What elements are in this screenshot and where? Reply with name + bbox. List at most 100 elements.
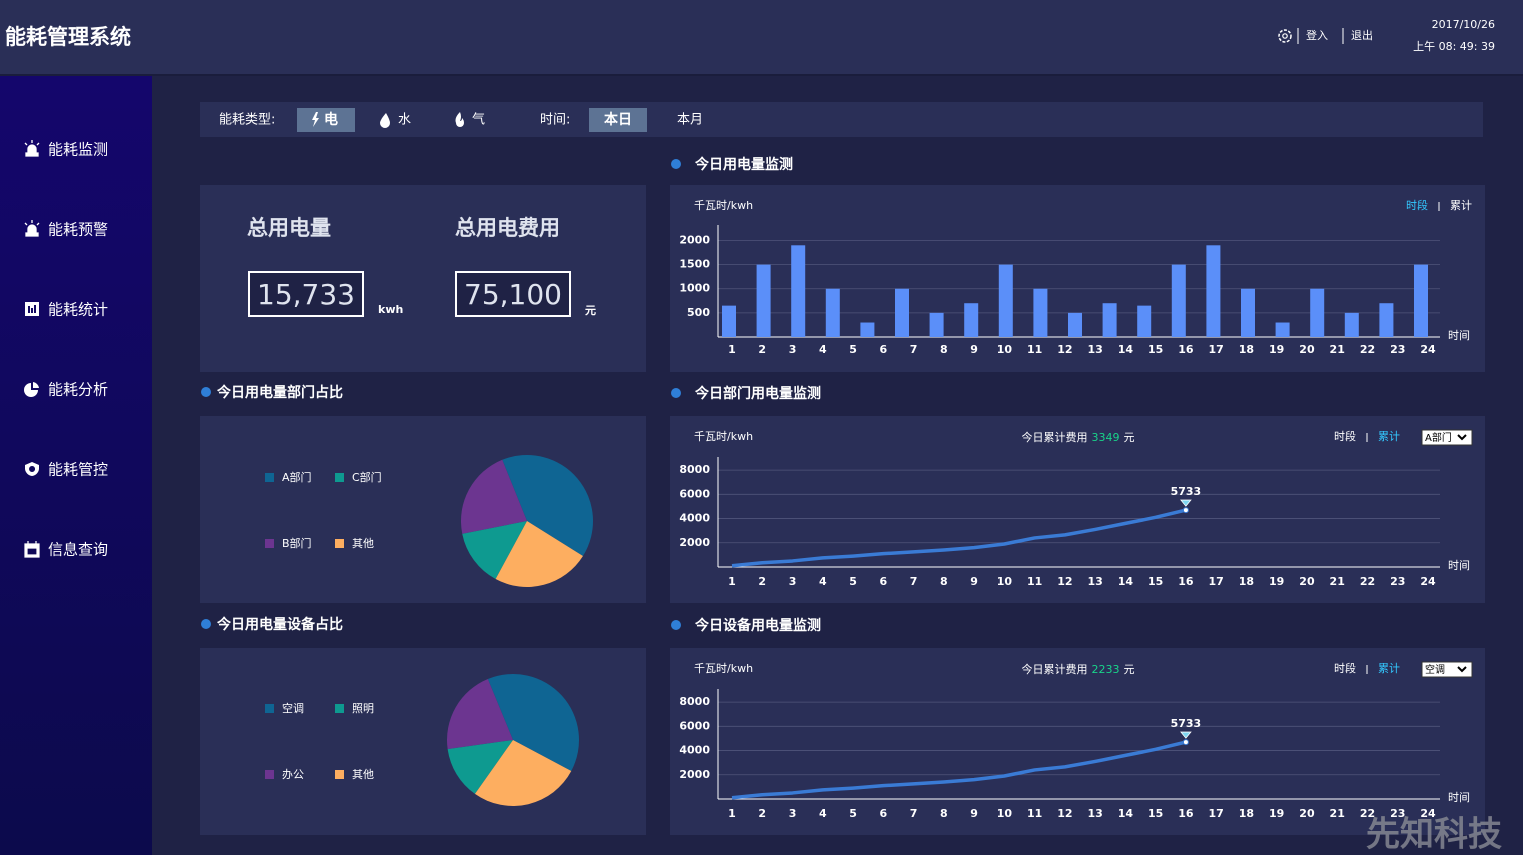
x-tick-label: 12 [1057,343,1072,356]
pie-slice [461,459,527,534]
legend-swatch [335,704,344,713]
nav-item[interactable]: 能耗分析 [48,381,108,399]
toggle[interactable]: 累计 [1378,430,1400,443]
x-tick-label: 21 [1330,807,1345,820]
value-box [248,271,364,317]
legend-label: C部门 [352,470,382,484]
bar [1068,312,1082,337]
select-box[interactable] [1421,661,1473,678]
nav-item[interactable]: 信息查询 [48,541,108,559]
filter-label: 时间: [540,113,570,128]
nav-item[interactable]: 能耗统计 [48,301,108,319]
y-tick-label: 4000 [679,512,710,525]
toggle[interactable]: 时段 [1334,429,1356,443]
bar [1379,303,1394,337]
section-dot [671,388,681,398]
legend-label: A部门 [282,470,312,484]
cost-text: 今日累计费用 2233 元 [1022,662,1135,676]
toggle[interactable]: 时段 [1406,198,1428,212]
gas-icon [455,112,464,127]
logout-link[interactable]: 退出 [1351,28,1373,42]
x-tick-label: 23 [1390,807,1405,820]
x-tick-label: 15 [1148,807,1163,820]
x-axis-label: 时间 [1448,329,1470,342]
x-axis-label: 时间 [1448,559,1470,572]
filter-button-active[interactable] [589,108,647,132]
filter-option[interactable]: 水 [398,113,411,128]
x-tick-label: 1 [728,575,736,588]
x-tick-label: 17 [1209,343,1224,356]
bar [929,312,944,337]
bar [756,264,771,337]
x-tick-label: 11 [1027,807,1042,820]
cost-value: 2233 [1092,663,1120,676]
legend-label: B部门 [282,536,312,550]
pie-slice [462,521,527,580]
filter-option[interactable]: 电 [324,111,338,128]
legend-swatch [265,704,274,713]
app-title: 能耗管理系统 [5,25,131,49]
filter-bar [200,102,1483,137]
x-tick-label: 13 [1087,575,1102,588]
legend-label: 办公 [282,768,304,781]
bar [1137,305,1152,337]
toggle[interactable]: 时段 [1334,661,1356,675]
x-tick-label: 11 [1027,343,1042,356]
x-tick-label: 2 [758,575,766,588]
x-tick-label: 4 [819,343,827,356]
summary-value: 15,733 [257,278,355,311]
x-tick-label: 23 [1390,575,1405,588]
summary-unit: kwh [378,303,403,316]
date: 2017/10/26 [1432,18,1495,31]
chart-panel [670,416,1485,603]
bar [1171,264,1186,337]
nav-item[interactable]: 能耗监测 [48,141,108,159]
login-link[interactable]: 登入 [1306,28,1328,42]
filter-option[interactable]: 本月 [677,113,703,128]
section-dot [201,619,211,629]
section-dot [201,387,211,397]
header-border [0,74,1523,76]
select-box[interactable] [1421,429,1473,446]
pie-slice [447,740,513,794]
x-tick-label: 24 [1420,807,1436,820]
legend-swatch [265,473,274,482]
y-tick-label: 2000 [679,233,710,246]
y-tick-label: 6000 [679,487,710,500]
section-title: 今日部门用电量监测 [694,385,821,402]
select-arrow [1457,434,1467,441]
nav-item[interactable]: 能耗预警 [48,221,108,239]
x-tick-label: 3 [789,343,797,356]
x-tick-label: 24 [1420,575,1436,588]
x-tick-label: 1 [728,343,736,356]
filter-button-active[interactable] [297,108,355,132]
toggle[interactable]: 累计 [1450,199,1472,212]
x-tick-label: 18 [1239,575,1254,588]
cost-label: 今日累计费用 [1022,662,1088,676]
legend-swatch [265,770,274,779]
x-tick-label: 10 [997,575,1013,588]
toggle[interactable]: 累计 [1378,662,1400,675]
x-tick-label: 18 [1239,807,1254,820]
filter-option[interactable]: 气 [472,112,485,128]
bar [791,245,806,337]
annotation: 5733 [1171,485,1202,498]
filter-option[interactable]: 本日 [604,111,632,128]
settings-icon[interactable] [1278,29,1292,43]
x-tick-label: 6 [879,807,887,820]
y-axis-label: 千瓦时/kwh [694,430,753,443]
bar [1414,264,1428,337]
x-tick-label: 14 [1118,575,1134,588]
cost-unit: 元 [1124,431,1135,444]
section-dot [671,159,681,169]
x-tick-label: 22 [1360,343,1375,356]
value-box [455,271,571,317]
x-tick-label: 2 [758,807,766,820]
bar [964,303,979,337]
y-axis-label: 千瓦时/kwh [694,199,753,212]
nav-item[interactable]: 能耗管控 [48,461,108,479]
bar [1102,303,1117,337]
section-dot [671,620,681,630]
y-tick-label: 6000 [679,719,710,732]
